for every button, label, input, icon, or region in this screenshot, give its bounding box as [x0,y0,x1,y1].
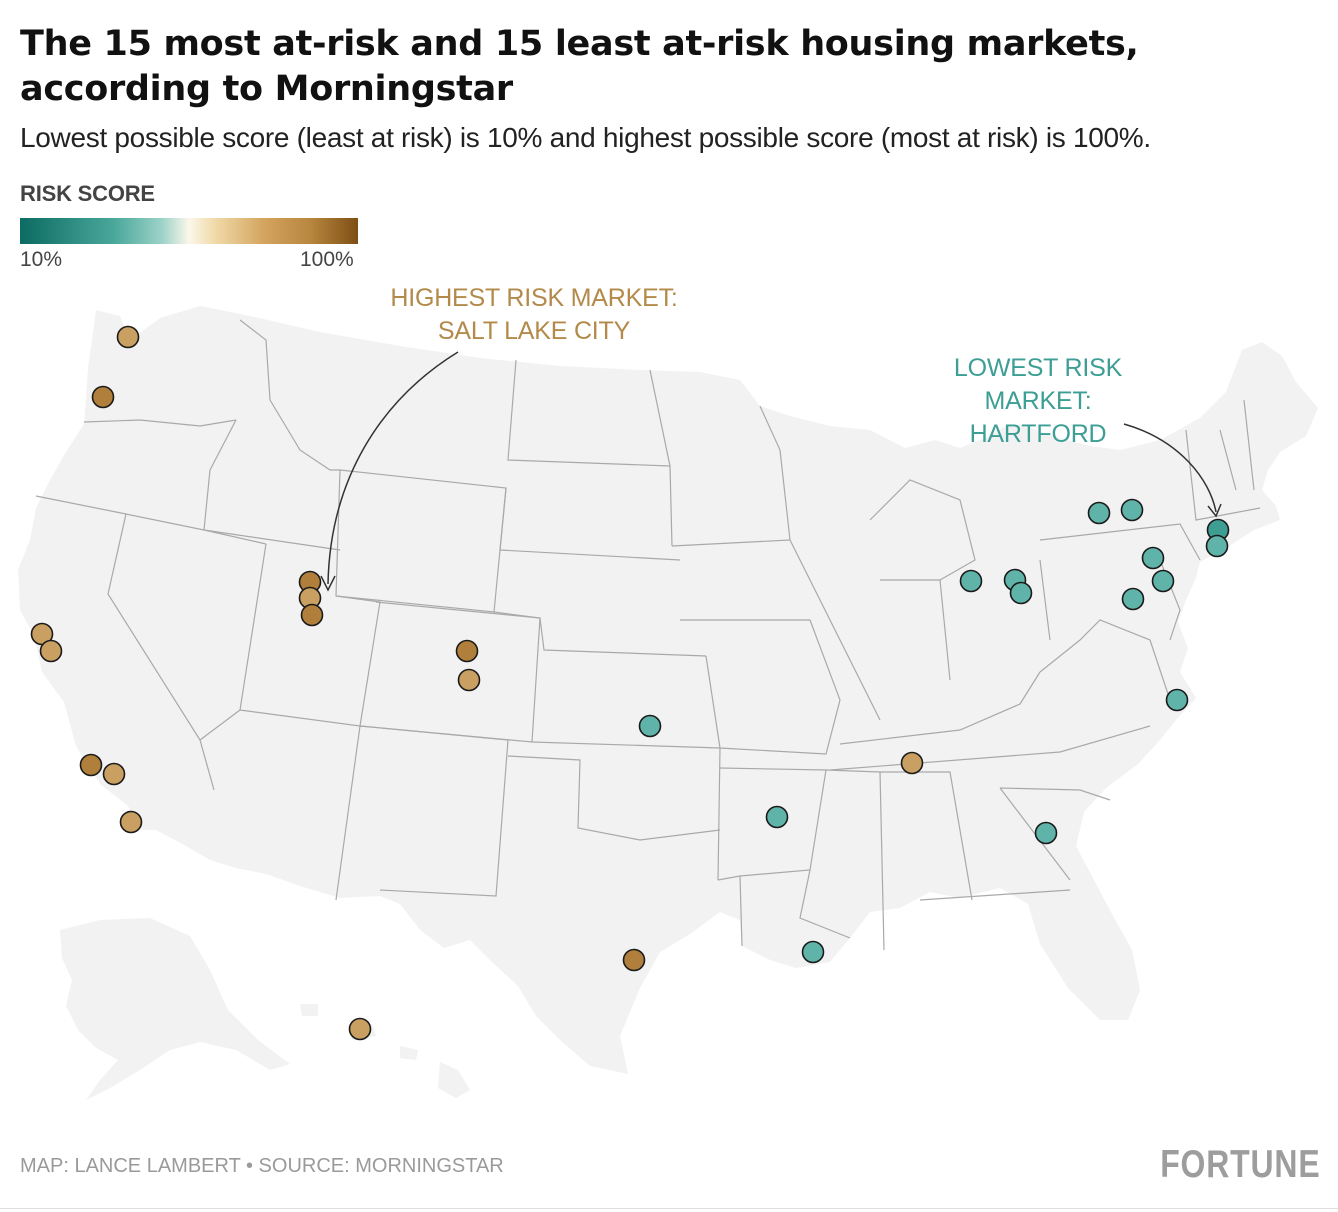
low-risk-market-marker [959,569,983,593]
wa-or-border [83,419,237,427]
id-mt-border [239,319,340,471]
nm-tx-border [359,725,509,897]
low-risk-market-marker [1141,546,1165,570]
highest-risk-arrow [327,351,459,585]
lowest-risk-annotation-line1: LOWEST RISK [953,354,1123,382]
highest-risk-annotation-line1: HIGHEST RISK MARKET: [390,284,678,312]
lowest-risk-arrow-head [1207,503,1222,518]
hawaii-island-big [438,1062,470,1098]
ks-ok-border [531,741,721,749]
nd-mn-border [649,369,673,547]
ky-border [839,671,1041,745]
ok-tx-border [507,755,721,841]
high-risk-market-marker [300,603,324,627]
new-england-borders [1219,399,1255,491]
low-risk-market-marker [765,805,789,829]
lowest-risk-annotation-line2: MARKET: [984,387,1092,415]
lowest-risk-annotation: LOWEST RISK MARKET: HARTFORD [938,352,1138,451]
il-in-border [789,539,881,721]
high-risk-market-marker [79,753,103,777]
high-risk-market-marker [102,762,126,786]
bottom-divider [0,1208,1338,1209]
ar-border [719,767,827,877]
pa-ny-border [1039,523,1201,561]
high-risk-market-marker [457,668,481,692]
high-risk-market-marker [116,325,140,349]
legend-min-label: 10% [20,248,63,271]
market-markers [30,325,1230,1041]
map-land [18,306,1318,1100]
ca-nv-border [107,513,215,791]
ne-ks-border [493,611,707,657]
footer-credit: MAP: LANCE LAMBERT • SOURCE: MORNINGSTAR [20,1155,504,1177]
low-risk-market-marker [1087,501,1111,525]
high-risk-market-marker [119,810,143,834]
low-risk-market-marker [1009,581,1033,605]
highest-risk-annotation: HIGHEST RISK MARKET: SALT LAKE CITY [374,282,694,348]
highest-risk-annotation-line2: SALT LAKE CITY [437,317,631,345]
mn-wi-border [759,405,791,541]
mi-border [869,479,976,581]
hawaii-island-maui [400,1046,418,1060]
low-risk-market-marker [1121,587,1145,611]
low-risk-market-marker [638,714,662,738]
nc-sc-border [999,787,1111,801]
id-west-border [203,419,267,545]
low-risk-market-marker [1034,821,1058,845]
hawaii-island-kauai [300,1004,318,1016]
la-ms-border [799,869,851,939]
low-risk-market-marker [801,940,825,964]
oh-pa-border [1039,559,1051,641]
ok-ar-border [717,747,721,881]
high-risk-market-marker [900,751,924,775]
legend-max-label: 100% [300,248,354,271]
mo-border [705,619,841,755]
nv-az-border [199,709,241,741]
low-risk-market-marker [1205,534,1229,558]
alaska-land [60,918,290,1100]
al-ga-border [880,771,973,901]
high-risk-market-marker [622,948,646,972]
state-borders [35,319,1261,951]
lowest-risk-arrow [1123,423,1217,513]
us-map [18,306,1318,1100]
high-risk-market-marker [91,385,115,409]
wv-va-border [1039,619,1171,701]
high-risk-market-marker [39,639,63,663]
fortune-logo: FORTUNE [1159,1143,1320,1186]
legend-title: RISK SCORE [20,181,155,206]
mn-ia-border [671,539,791,547]
low-risk-market-marker [1151,569,1175,593]
map-subtitle: Lowest possible score (least at risk) is… [20,122,1151,153]
highest-risk-arrow-head [320,575,336,592]
nv-ut-border [239,543,267,711]
contiguous-us-land [18,306,1318,1074]
ny-new-england-border [1185,429,1261,521]
legend-color-bar [20,218,358,244]
sd-ne-border [499,487,681,561]
mt-nd-border [507,359,671,467]
low-risk-market-marker [1120,498,1144,522]
map-title: The 15 most at-risk and 15 least at-risk… [20,24,1139,109]
low-risk-market-marker [1165,688,1189,712]
high-risk-market-marker [455,639,479,663]
ga-fl-border [919,889,1071,901]
high-risk-market-marker [348,1017,372,1041]
lowest-risk-annotation-line3: HARTFORD [969,420,1107,448]
idaho-south-border [203,529,341,551]
